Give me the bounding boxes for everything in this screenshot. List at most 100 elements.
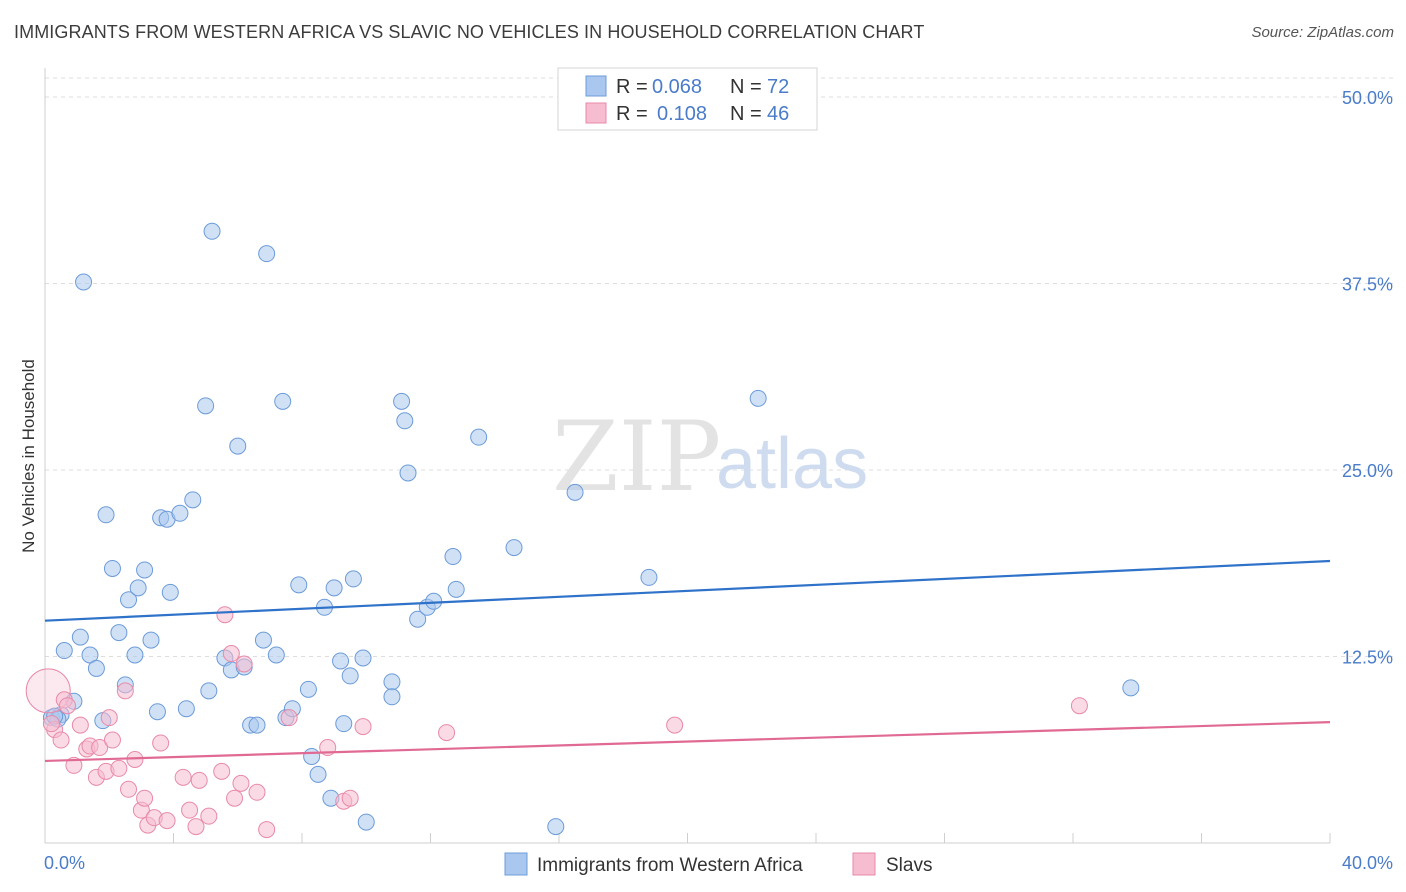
x-tick-label: 0.0% [44,853,85,873]
y-axis-label: No Vehicles in Household [19,359,38,553]
series-pink-points [25,606,1088,839]
data-point-blue [97,506,115,524]
data-point-blue [303,747,321,765]
data-point-blue [566,483,584,501]
legend-r-value: 0.068 [652,76,702,98]
legend-swatch-blue [585,75,607,97]
data-point-pink [174,768,192,786]
legend-n-label: N = [730,103,762,125]
series-legend: Immigrants from Western Africa Slavs [504,852,932,876]
data-point-pink [200,807,218,825]
data-point-pink [341,789,359,807]
data-point-pink [110,759,128,777]
legend-r-value: 0.108 [657,103,707,125]
data-point-blue [136,561,154,579]
series-blue-points [42,222,1140,836]
data-point-pink [42,715,60,733]
trend-line-pink [44,721,1331,763]
data-point-blue [335,715,353,733]
data-point-pink [1070,697,1088,715]
data-point-pink [187,818,205,836]
data-point-blue [290,576,308,594]
data-point-pink [190,771,208,789]
data-point-blue [640,568,658,586]
data-point-blue [344,570,362,588]
data-point-blue [1122,679,1140,697]
data-point-pink [136,789,154,807]
data-point-blue [248,716,266,734]
data-point-blue [161,583,179,601]
legend-n-value: 46 [767,103,789,125]
data-point-pink [280,709,298,727]
data-point-pink [222,645,240,663]
data-point-blue [399,464,417,482]
legend-row-pink: R = 0.108 N = 46 [585,102,789,125]
series-swatch-blue [504,852,528,876]
data-point-pink [213,762,231,780]
legend-r-label: R = [616,103,648,125]
y-tick-label: 12.5% [1342,648,1393,668]
data-point-blue [309,765,327,783]
trend-lines [44,559,1331,763]
gridlines [45,77,1395,657]
data-point-blue [126,646,144,664]
y-tick-label: 37.5% [1342,275,1393,295]
data-point-blue [357,813,375,831]
watermark-atlas: atlas [716,424,868,504]
series-swatch-pink [852,852,876,876]
data-point-blue [148,703,166,721]
data-point-blue [75,273,93,291]
data-point-pink [91,739,109,757]
data-point-blue [505,539,523,557]
data-point-blue [444,548,462,566]
data-point-blue [184,491,202,509]
series-label-slavs: Slavs [886,855,932,876]
legend-n-label: N = [730,76,762,98]
scatter-points [25,222,1140,839]
y-tick-label: 50.0% [1342,88,1393,108]
data-point-blue [254,631,272,649]
data-point-blue [110,624,128,642]
data-point-blue [274,392,292,410]
data-point-pink [158,812,176,830]
data-point-pink [232,774,250,792]
data-point-blue [383,673,401,691]
data-point-pink [103,731,121,749]
data-point-pink [216,606,234,624]
data-point-pink [116,682,134,700]
chart-title: IMMIGRANTS FROM WESTERN AFRICA VS SLAVIC… [14,22,925,42]
legend-row-blue: R = 0.068 N = 72 [585,75,789,98]
data-point-blue [171,504,189,522]
y-tick-label: 25.0% [1342,461,1393,481]
watermark: ZIP atlas [552,401,868,513]
data-point-blue [71,628,89,646]
data-point-blue [547,818,565,836]
data-point-pink [181,801,199,819]
data-point-blue [341,667,359,685]
data-point-pink [438,724,456,742]
data-point-blue [325,579,343,597]
data-point-blue [393,392,411,410]
data-point-blue [332,652,350,670]
series-label-western-africa: Immigrants from Western Africa [537,855,803,876]
stats-legend: R = 0.068 N = 72 R = 0.108 N = 46 [557,67,818,131]
x-tick-label: 40.0% [1342,853,1393,873]
data-point-blue [197,397,215,415]
data-point-blue [55,642,73,660]
data-point-pink [235,655,253,673]
data-point-pink [354,718,372,736]
data-point-blue [470,428,488,446]
data-point-blue [129,579,147,597]
data-point-blue [258,245,276,263]
source-credit: Source: ZipAtlas.com [1251,24,1394,41]
data-point-pink [666,716,684,734]
legend-swatch-pink [585,102,607,124]
data-point-pink [226,789,244,807]
data-point-blue [409,610,427,628]
legend-n-value: 72 [767,76,789,98]
trend-line-blue [44,559,1331,622]
data-point-blue [383,688,401,706]
y-tick-labels: 12.5% 25.0% 37.5% 50.0% [1342,88,1393,668]
data-point-blue [203,222,221,240]
